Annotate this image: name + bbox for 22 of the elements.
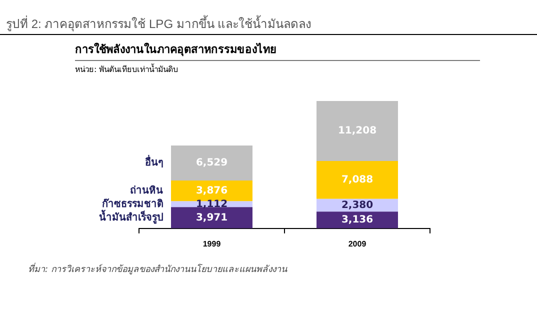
chart-title: การใช้พลังงานในภาคอุตสาหกรรมของไทย [75,42,276,58]
data-label: 6,529 [196,158,228,169]
series-label: ถ่านหิน [130,184,164,196]
bar [316,160,398,199]
series-label: น้ำมันสำเร็จรูป [99,209,164,224]
text: ที่มา: การวิเคราะห์จากข้อมูลของสำนักงานนโยบายและแผนพลังงาน [28,262,287,276]
text: รูปที่ 2: ภาคอุตสาหกรรมใช้ LPG มากขึ้น และใช้น้ำมันลดลง [6,14,312,33]
data-label: 3,136 [341,214,374,226]
data-label: 3,876 [196,185,228,196]
series-label: ก๊าซธรรมชาติ [102,198,164,210]
data-label: 11,208 [338,126,377,137]
chart-subtitle: หน่วย: พันตันเทียบเท่าน้ำมันดิบ [75,63,178,76]
bar [316,101,398,161]
data-label: 7,088 [341,174,374,186]
x-tick-label: 1999 [202,239,222,248]
data-label: 2,380 [341,200,374,211]
bar [171,207,252,228]
bar [171,146,252,180]
data-label: 3,971 [196,212,228,224]
x-tick-label: 2009 [348,239,367,248]
data-label: 1,112 [196,198,228,210]
series-label: อื่นๆ [145,154,164,169]
